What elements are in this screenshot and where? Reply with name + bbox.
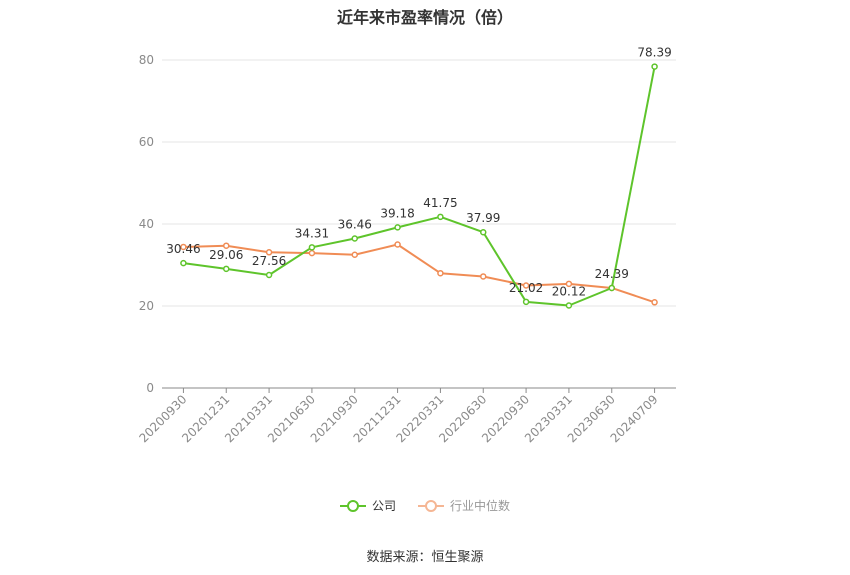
data-labels: 30.46 29.06 27.56 34.31 36.46 39.18 41.75 37.99… [166, 46, 672, 299]
series-line [183, 243, 655, 304]
data-label: 34.31 [295, 226, 329, 240]
data-point [565, 302, 573, 309]
y-tick-label: 20 [139, 299, 154, 313]
series-line [183, 66, 656, 307]
legend-industry-label: 行业中位数 [450, 499, 511, 513]
y-tick-label: 80 [139, 53, 154, 67]
legend-company-marker-icon [339, 499, 366, 513]
chart-title: 近年来市盈率情况（倍） [336, 8, 513, 27]
data-source-note: 数据来源：恒生聚源 [366, 550, 484, 565]
data-point [180, 259, 187, 267]
data-label: 37.99 [466, 211, 500, 225]
data-label: 27.56 [252, 254, 286, 268]
data-point [223, 242, 230, 249]
y-tick-label: 40 [139, 217, 154, 231]
data-point [308, 244, 316, 251]
data-point [522, 282, 530, 289]
data-label: 41.75 [423, 196, 457, 210]
data-label: 39.18 [380, 206, 414, 220]
data-point [522, 298, 530, 306]
data-point [651, 63, 658, 70]
data-point [608, 284, 615, 292]
data-point [308, 249, 316, 257]
data-point [437, 213, 444, 221]
series-lines [180, 63, 658, 309]
pe-ratio-line-chart: 0204060802020093020201231202103312021063… [136, 46, 676, 445]
data-point [180, 243, 187, 251]
legend: 公司 行业中位数 [0, 497, 850, 514]
legend-industry-marker-icon [418, 499, 444, 513]
data-label: 20.12 [552, 285, 586, 299]
data-label: 29.06 [209, 248, 243, 262]
data-point [223, 265, 230, 273]
data-point [265, 249, 273, 256]
data-point [565, 280, 573, 288]
data-label: 30.46 [166, 242, 200, 256]
data-label: 36.46 [338, 218, 372, 232]
y-tick-label: 0 [146, 381, 154, 395]
y-tick-label: 60 [139, 135, 154, 149]
data-point [437, 269, 444, 277]
data-point [351, 235, 358, 242]
data-label: 78.39 [637, 46, 671, 60]
data-point [394, 241, 401, 248]
data-point [351, 251, 358, 258]
data-point [265, 271, 273, 279]
legend-item-company[interactable]: 公司 [339, 497, 396, 514]
data-label: 21.02 [509, 281, 543, 295]
data-point [394, 224, 401, 231]
data-point [480, 273, 487, 280]
grid-lines [162, 59, 676, 307]
legend-company-label: 公司 [371, 499, 396, 513]
data-label: 24.39 [595, 267, 629, 281]
legend-item-industry-median[interactable]: 行业中位数 [418, 497, 510, 514]
data-point [651, 299, 658, 306]
data-point [480, 228, 487, 236]
